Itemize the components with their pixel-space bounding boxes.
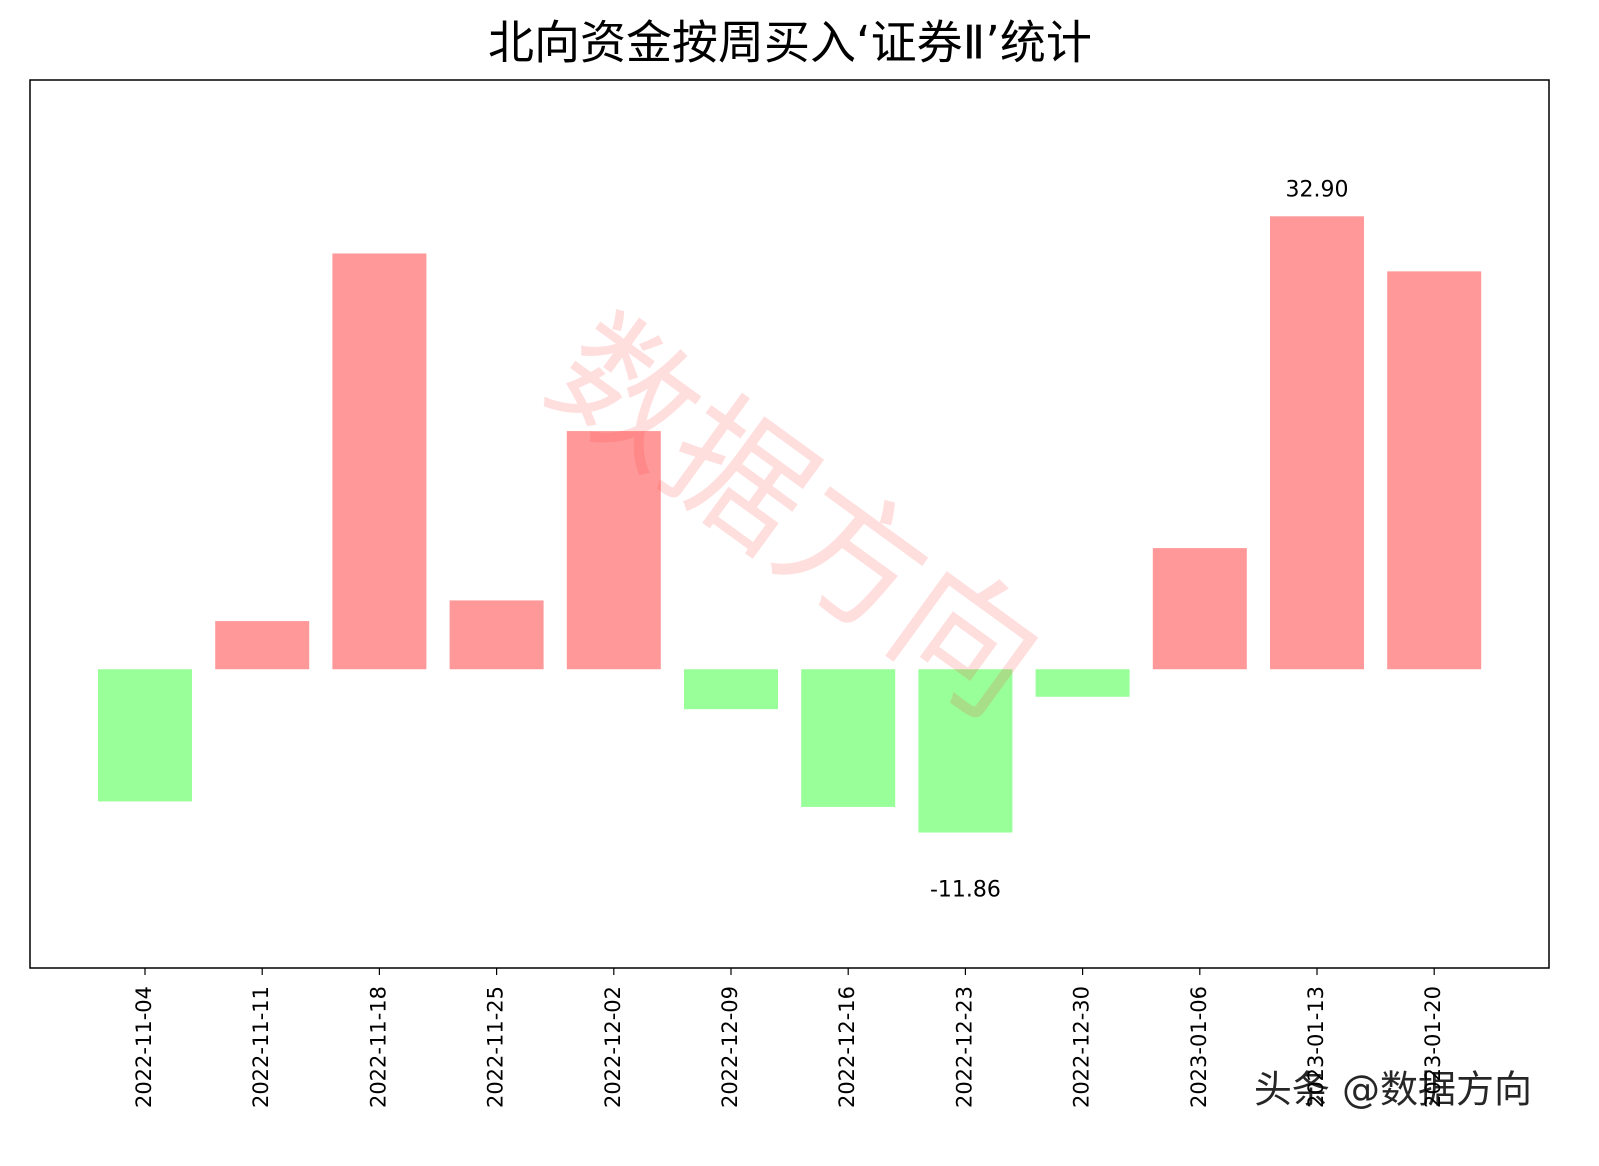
x-tick-label: 2023-01-13 <box>1304 986 1328 1108</box>
source-label: 头条 @数据方向 <box>1254 1068 1532 1112</box>
x-tick-label: 2022-11-25 <box>484 986 508 1108</box>
value-label: 32.90 <box>1286 177 1349 202</box>
bar <box>566 431 661 670</box>
x-tick-label: 2022-12-02 <box>601 986 625 1108</box>
x-tick-label: 2022-12-30 <box>1070 986 1094 1108</box>
plot-frame <box>29 79 1550 969</box>
x-tick-label: 2022-12-09 <box>718 986 742 1108</box>
x-tick-label: 2022-12-16 <box>835 986 859 1108</box>
bar <box>215 621 310 670</box>
bar <box>449 600 544 670</box>
bar <box>98 669 192 802</box>
x-tick-label: 2022-11-04 <box>132 986 156 1108</box>
chart-title: 北向资金按周买入‘证券Ⅱ’统计 <box>488 16 1092 70</box>
bar <box>1152 548 1247 670</box>
bar <box>801 669 896 807</box>
bar <box>1387 271 1482 670</box>
x-tick-label: 2023-01-06 <box>1187 986 1211 1108</box>
bar <box>332 253 427 670</box>
x-tick-label: 2022-11-11 <box>249 986 273 1108</box>
bar <box>918 669 1013 833</box>
value-label: -11.86 <box>930 878 1001 903</box>
x-tick-label: 2023-01-20 <box>1421 986 1445 1108</box>
bar <box>1035 669 1130 697</box>
bar <box>684 669 778 710</box>
x-tick-label: 2022-11-18 <box>366 986 390 1108</box>
bar <box>1270 216 1364 670</box>
x-tick-label: 2022-12-23 <box>952 986 976 1108</box>
